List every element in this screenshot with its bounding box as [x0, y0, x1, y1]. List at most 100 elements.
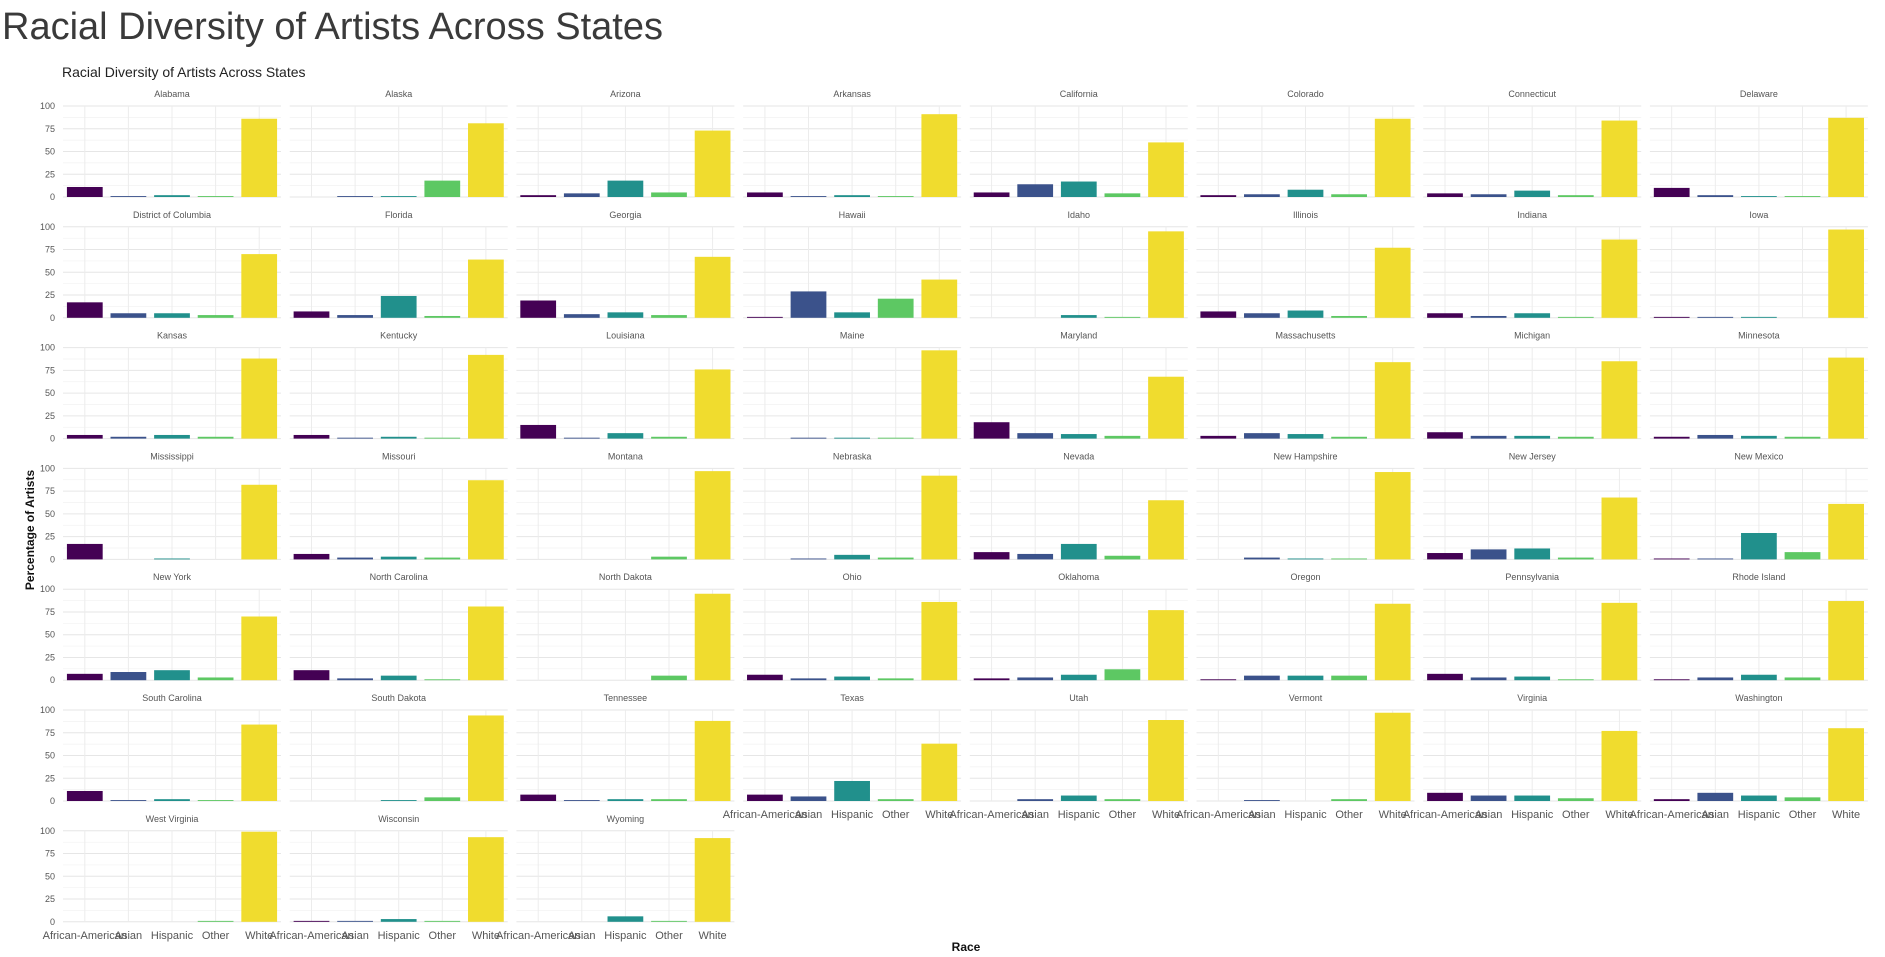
bar-hispanic: [1060, 795, 1097, 801]
facet-mississippi: Mississippi 0 25 50 75 100: [40, 451, 281, 564]
x-tick-label: White: [1832, 809, 1860, 821]
bar-other: [651, 192, 687, 197]
bar-white: [241, 484, 278, 560]
bar-african-american: [520, 424, 557, 439]
bar-hispanic: [607, 916, 644, 922]
bar-hispanic: [1741, 795, 1777, 801]
bar-other: [424, 315, 461, 318]
facet-label: Idaho: [1068, 210, 1091, 220]
bar-other: [651, 315, 687, 318]
bar-white: [241, 254, 278, 318]
bar-other: [1784, 196, 1821, 197]
bar-white: [921, 601, 958, 681]
facet-label: Tennessee: [604, 693, 648, 703]
bar-other: [1557, 195, 1594, 197]
facet-label: Nebraska: [833, 451, 872, 461]
y-tick-label: 0: [50, 796, 55, 806]
bar-other: [1104, 193, 1141, 197]
facet-label: South Carolina: [142, 693, 202, 703]
bar-other: [1557, 798, 1594, 801]
bar-asian: [110, 313, 147, 318]
bar-african-american: [1200, 195, 1237, 197]
x-tick-label: African-American: [949, 809, 1033, 821]
bar-other: [197, 315, 234, 318]
bar-white: [694, 720, 731, 801]
x-tick-label: Other: [202, 930, 230, 942]
bar-white: [921, 350, 958, 439]
facet-alabama: Alabama 0 25 50 75 100: [40, 89, 281, 202]
bar-african-american: [66, 790, 103, 801]
facet-west-virginia: West Virginia 0 25 50 75 100 African-AmericanA…: [40, 814, 281, 942]
bar-african-american: [747, 316, 783, 318]
bar-african-american: [1200, 435, 1237, 439]
bar-hispanic: [1060, 434, 1097, 439]
facet-missouri: Missouri: [289, 451, 508, 560]
bar-asian: [1017, 553, 1054, 560]
facet-label: Indiana: [1517, 210, 1547, 220]
bar-white: [468, 480, 504, 560]
y-tick-label: 100: [40, 343, 55, 353]
x-tick-label: Other: [882, 809, 910, 821]
bar-white: [1148, 142, 1184, 197]
bar-african-american: [293, 670, 330, 681]
y-tick-label: 100: [40, 463, 55, 473]
y-tick-label: 75: [45, 849, 55, 859]
bar-african-american: [1653, 316, 1690, 318]
x-tick-label: Asian: [1475, 809, 1503, 821]
bar-hispanic: [607, 180, 644, 197]
bar-asian: [1244, 433, 1280, 439]
bar-african-american: [973, 422, 1010, 439]
page-title: Racial Diversity of Artists Across State…: [2, 6, 663, 48]
bar-asian: [1244, 800, 1280, 801]
bar-hispanic: [1741, 674, 1777, 681]
chart-title: Racial Diversity of Artists Across State…: [62, 64, 306, 80]
bar-white: [1828, 601, 1864, 681]
facet-label: Missouri: [382, 451, 416, 461]
facet-maryland: Maryland: [969, 331, 1188, 440]
bar-other: [877, 196, 914, 197]
bar-other: [1784, 436, 1821, 439]
bar-other: [651, 556, 687, 560]
x-tick-label: African-American: [1630, 809, 1714, 821]
bar-white: [1828, 728, 1864, 801]
bar-asian: [1470, 549, 1507, 560]
facet-label: Alaska: [385, 89, 412, 99]
facet-label: Maryland: [1060, 331, 1097, 341]
bar-african-american: [973, 678, 1010, 681]
facet-north-carolina: North Carolina: [289, 572, 508, 681]
bar-asian: [1470, 435, 1507, 439]
y-tick-label: 100: [40, 101, 55, 111]
x-tick-label: Hispanic: [1511, 809, 1554, 821]
facet-iowa: Iowa: [1649, 210, 1868, 319]
facet-idaho: Idaho: [969, 210, 1188, 319]
bar-african-american: [66, 543, 103, 560]
facet-label: Ohio: [843, 572, 862, 582]
bar-asian: [790, 291, 827, 318]
bar-african-american: [293, 920, 330, 922]
x-tick-label: Hispanic: [1738, 809, 1781, 821]
bar-hispanic: [834, 554, 870, 560]
bar-asian: [1697, 792, 1734, 801]
bar-other: [1784, 797, 1821, 801]
bar-african-american: [1653, 679, 1690, 681]
facet-label: New Jersey: [1509, 451, 1557, 461]
y-tick-label: 0: [50, 434, 55, 444]
facet-label: West Virginia: [146, 814, 199, 824]
bar-white: [921, 114, 958, 197]
facet-kentucky: Kentucky: [289, 331, 508, 440]
bar-white: [468, 715, 504, 801]
y-tick-label: 100: [40, 584, 55, 594]
bar-white: [241, 118, 278, 197]
x-tick-label: African-American: [1176, 809, 1260, 821]
bar-white: [1601, 602, 1638, 681]
bar-asian: [337, 557, 373, 560]
bar-other: [1331, 315, 1367, 318]
x-tick-label: Hispanic: [831, 809, 874, 821]
bar-other: [877, 298, 914, 318]
facet-label: Oregon: [1290, 572, 1320, 582]
facet-label: Oklahoma: [1058, 572, 1099, 582]
